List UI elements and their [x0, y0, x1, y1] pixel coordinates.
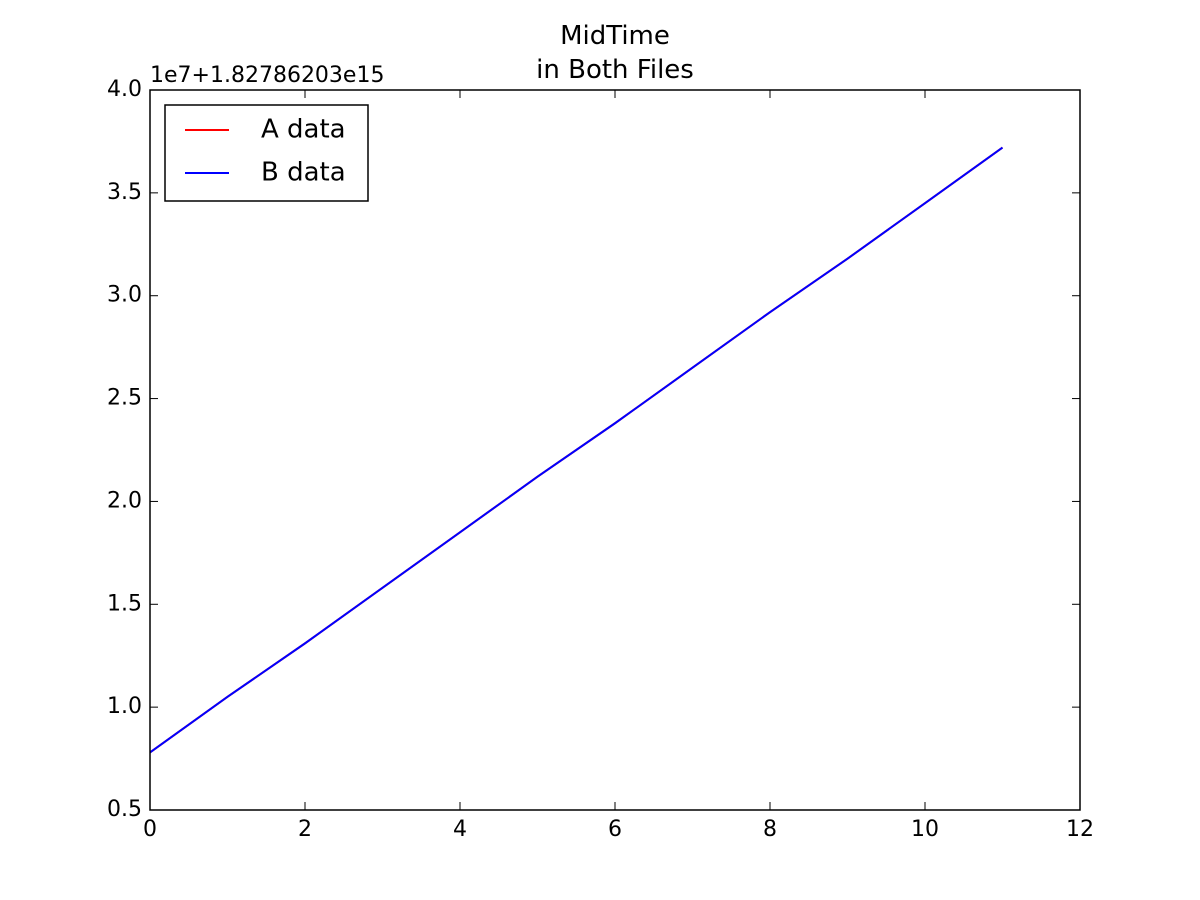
- y-offset-text: 1e7+1.82786203e15: [150, 63, 384, 88]
- y-tick-label: 2.5: [107, 386, 142, 411]
- legend: A data B data: [164, 104, 369, 202]
- y-tick-label: 1.0: [107, 694, 142, 719]
- x-tick-label: 0: [143, 817, 157, 842]
- legend-frame: [164, 104, 369, 202]
- x-tick-label: 2: [298, 817, 312, 842]
- y-tick-label: 1.5: [107, 591, 142, 616]
- x-tick-label: 10: [911, 817, 939, 842]
- x-tick-label: 8: [763, 817, 777, 842]
- series-line: [149, 146, 1004, 754]
- y-tick-label: 2.0: [107, 488, 142, 513]
- x-tick-label: 4: [453, 817, 467, 842]
- y-tick-label: 3.0: [107, 283, 142, 308]
- legend-label: B data: [261, 158, 346, 188]
- legend-label: A data: [261, 115, 346, 145]
- x-tick-label: 6: [608, 817, 622, 842]
- chart-title: MidTime in Both Files: [536, 21, 694, 85]
- title-line: in Both Files: [536, 55, 694, 85]
- y-tick-label: 3.5: [107, 180, 142, 205]
- x-tick-label: 12: [1066, 817, 1094, 842]
- y-tick-label: 4.0: [107, 77, 142, 102]
- y-tick-label: 0.5: [107, 797, 142, 822]
- title-line: MidTime: [560, 21, 670, 51]
